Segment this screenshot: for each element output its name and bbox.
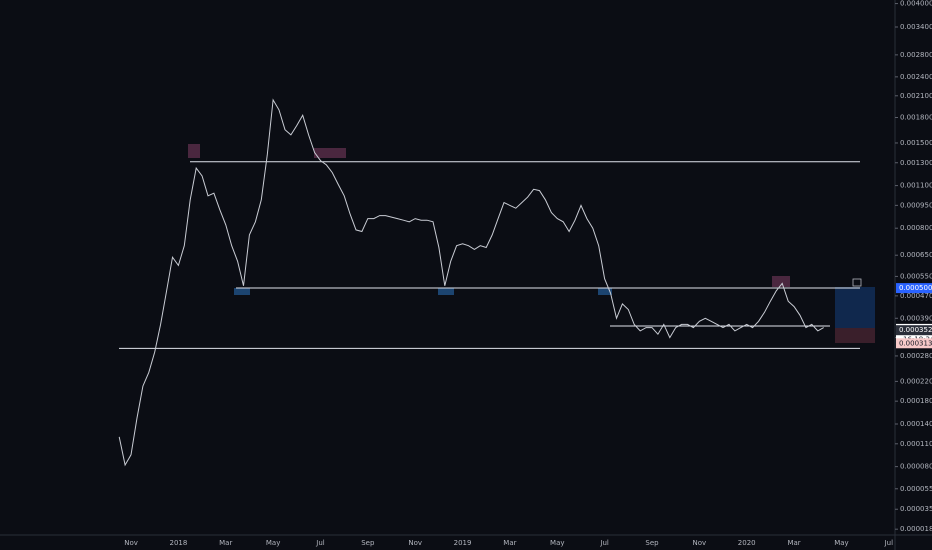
flag-icon: [852, 278, 862, 287]
x-tick-label: Nov: [408, 539, 422, 547]
marker-box: [598, 288, 612, 295]
x-tick-label: May: [266, 539, 280, 547]
price-label-box: [896, 338, 932, 349]
marker-box: [438, 288, 454, 295]
x-tick-label: 2019: [454, 539, 472, 547]
x-tick-label: May: [550, 539, 564, 547]
x-tick-label: May: [834, 539, 848, 547]
marker-box: [314, 148, 346, 158]
price-label: 0.0003521: [899, 326, 932, 334]
marker-box: [234, 288, 250, 295]
price-label-box: [896, 283, 932, 294]
target-zone: [835, 287, 875, 328]
x-tick-label: Nov: [693, 539, 707, 547]
x-tick-label: Jul: [315, 539, 325, 547]
x-tick-label: 2018: [169, 539, 187, 547]
price-label: 0.0003139: [899, 339, 932, 347]
x-tick-label: Mar: [787, 539, 800, 547]
x-tick-label: Nov: [124, 539, 138, 547]
stop-zone: [835, 328, 875, 343]
price-label-box: [896, 325, 932, 336]
x-tick-label: Jul: [599, 539, 609, 547]
marker-box: [772, 276, 790, 287]
x-tick-label: Mar: [503, 539, 516, 547]
marker-box: [188, 144, 200, 158]
x-tick-label: Jul: [884, 539, 894, 547]
price-line: [118, 98, 824, 467]
x-tick-label: Mar: [219, 539, 232, 547]
x-tick-label: Sep: [361, 539, 375, 547]
price-label: 0.0005007: [899, 284, 932, 292]
x-tick-label: 2020: [738, 539, 756, 547]
y-tick-label: 0.0000180: [900, 525, 932, 533]
x-tick-label: Sep: [645, 539, 659, 547]
